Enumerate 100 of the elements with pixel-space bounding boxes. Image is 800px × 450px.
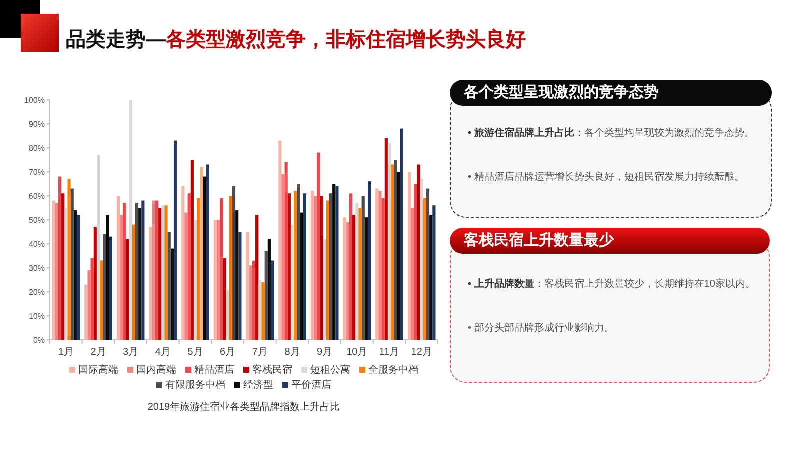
bar <box>203 176 206 340</box>
bar <box>194 220 198 340</box>
bar <box>142 200 145 340</box>
y-tick-label: 70% <box>28 168 45 177</box>
bar <box>376 188 379 340</box>
bar <box>352 215 356 340</box>
bar <box>384 138 388 340</box>
text: • 旅游住宿品牌上升占比：各个类型均呈现较为激烈的竞争态势。 <box>468 127 756 141</box>
legend-label: 国内高端 <box>136 364 176 376</box>
text: 各个类型呈现激烈的竞争态势 <box>450 80 772 106</box>
bar <box>426 188 430 340</box>
bar <box>358 208 362 340</box>
bar <box>168 232 171 340</box>
bar <box>282 174 285 340</box>
bar <box>58 176 62 340</box>
bar <box>188 194 191 340</box>
legend-label: 短租公寓 <box>310 364 350 376</box>
bar <box>152 200 156 340</box>
bar <box>206 164 210 340</box>
bar <box>129 100 132 340</box>
y-tick-label: 100% <box>24 96 45 105</box>
bar <box>52 200 56 340</box>
bar <box>103 234 106 340</box>
bar <box>258 280 262 340</box>
bar <box>76 215 80 340</box>
bar <box>349 194 353 340</box>
bar <box>378 191 382 340</box>
legend-label: 精品酒店 <box>194 364 234 376</box>
bar <box>300 212 304 340</box>
bar <box>88 270 91 340</box>
bar <box>182 186 185 340</box>
bar <box>223 258 226 340</box>
bar <box>332 184 336 340</box>
bar <box>297 184 300 340</box>
text: • 上升品牌数量：客栈民宿上升数量较少，长期维持在10家以内。 <box>468 278 756 292</box>
bar <box>100 260 104 340</box>
legend-label: 全服务中档 <box>368 364 418 376</box>
bar <box>256 215 259 340</box>
bar <box>262 282 265 340</box>
x-tick-label: 11月 <box>379 347 400 358</box>
bar <box>184 212 188 340</box>
bar <box>394 160 398 340</box>
bar <box>132 224 136 340</box>
bar <box>229 196 232 340</box>
bar <box>408 172 412 340</box>
y-tick-label: 60% <box>28 192 45 201</box>
bar <box>68 179 71 340</box>
bar <box>96 155 100 340</box>
x-tick-label: 9月 <box>317 347 333 358</box>
text: 2019年旅游住宿业各类型品牌指数上升占比 <box>148 401 340 413</box>
bar <box>126 239 130 340</box>
y-tick-label: 40% <box>28 240 45 249</box>
bar <box>329 194 333 340</box>
text: 客栈民宿上升数量最少 <box>450 228 770 254</box>
bar <box>123 203 126 340</box>
bar <box>214 220 218 340</box>
bar <box>70 188 74 340</box>
bar <box>411 208 414 340</box>
bar <box>190 160 194 340</box>
bar <box>388 143 392 340</box>
bar <box>264 251 268 340</box>
bar <box>64 208 68 340</box>
bar <box>417 164 420 340</box>
bar <box>346 222 350 340</box>
bar <box>362 196 365 340</box>
bar <box>84 284 88 340</box>
x-tick-label: 2月 <box>90 347 106 358</box>
bar <box>336 186 339 340</box>
bar <box>414 184 418 340</box>
bar <box>120 215 124 340</box>
bar <box>323 239 326 340</box>
bar <box>236 210 239 340</box>
y-tick-label: 10% <box>28 312 45 321</box>
bar <box>317 152 320 340</box>
bar <box>391 164 394 340</box>
legend-label: 平价酒店 <box>292 379 332 391</box>
bar <box>138 208 142 340</box>
bar <box>314 196 318 340</box>
bar <box>356 203 359 340</box>
bar <box>290 224 294 340</box>
x-tick-label: 6月 <box>220 347 236 358</box>
bar <box>238 232 242 340</box>
chart-title: 品类走势—各类型激烈竞争，非标住宿增长势头良好 <box>66 28 526 51</box>
bar <box>288 194 291 340</box>
x-tick-label: 10月 <box>346 347 368 358</box>
y-tick-label: 80% <box>28 144 45 153</box>
bar <box>400 128 404 340</box>
bar <box>294 191 298 340</box>
bar <box>197 198 200 340</box>
bar <box>326 200 330 340</box>
bar <box>343 218 346 340</box>
bar <box>217 220 220 340</box>
x-tick-label: 5月 <box>188 347 204 358</box>
bar <box>278 140 282 340</box>
x-tick-label: 1月 <box>58 347 74 358</box>
bar <box>74 210 77 340</box>
bar <box>320 196 324 340</box>
bar <box>270 260 274 340</box>
bar <box>116 196 120 340</box>
legend-label: 国际高端 <box>78 364 118 376</box>
